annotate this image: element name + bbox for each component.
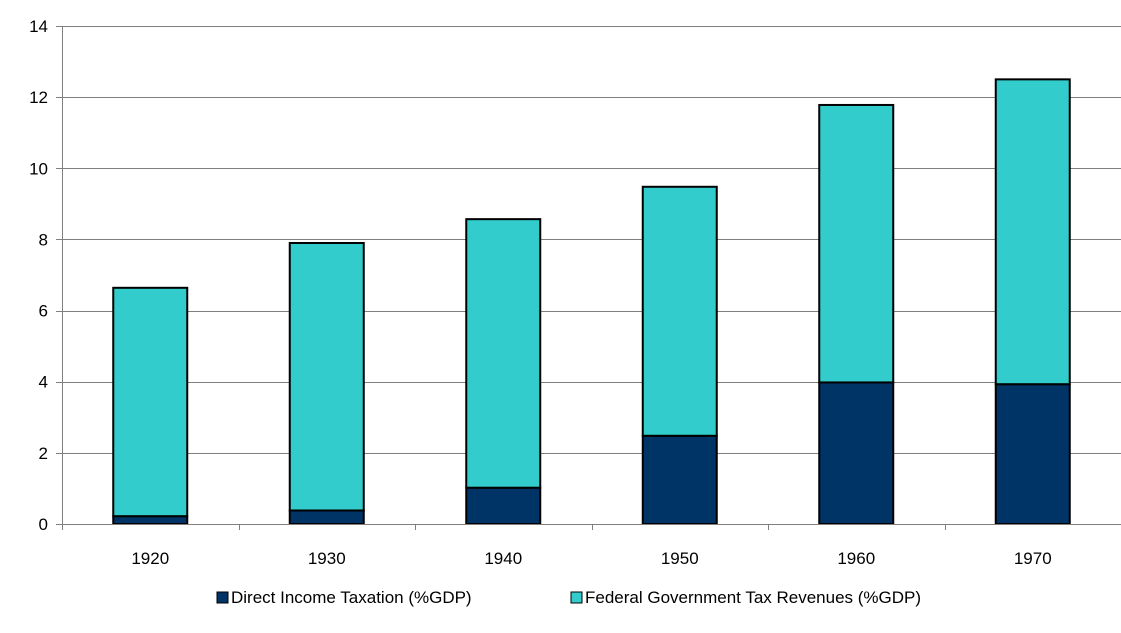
bar-federal-revenues-1970 — [994, 78, 1071, 386]
x-tick-label: 1960 — [837, 549, 875, 568]
legend: Direct Income Taxation (%GDP) Federal Go… — [216, 588, 921, 607]
axes — [56, 26, 1121, 530]
bar-direct-income-1930 — [288, 509, 365, 525]
bar-federal-revenues-1950 — [641, 185, 718, 437]
bar-direct-income-1940 — [465, 486, 542, 525]
bar-federal-revenues-1960 — [818, 103, 895, 384]
x-tick-label: 1970 — [1014, 549, 1052, 568]
x-tick-label: 1930 — [308, 549, 346, 568]
gridlines — [62, 26, 1121, 454]
x-tick-label: 1950 — [661, 549, 699, 568]
bar-direct-income-1960 — [818, 381, 895, 525]
x-tick-label: 1940 — [484, 549, 522, 568]
x-tick-label: 1920 — [131, 549, 169, 568]
legend-swatch-direct-income — [216, 591, 229, 604]
legend-label-direct-income: Direct Income Taxation (%GDP) — [231, 588, 472, 607]
bars — [112, 78, 1071, 526]
bar-direct-income-1920 — [112, 515, 189, 525]
y-tick-label: 10 — [29, 159, 48, 178]
bar-federal-revenues-1930 — [288, 241, 365, 512]
y-tick-label: 14 — [29, 17, 48, 36]
legend-swatch-federal-revenues — [570, 591, 583, 604]
y-tick-label: 4 — [39, 373, 48, 392]
y-tick-label: 6 — [39, 302, 48, 321]
bar-federal-revenues-1940 — [465, 218, 542, 489]
y-tick-label: 8 — [39, 230, 48, 249]
y-tick-label: 12 — [29, 88, 48, 107]
y-tick-label: 0 — [39, 515, 48, 534]
bar-federal-revenues-1920 — [112, 286, 189, 518]
legend-label-federal-revenues: Federal Government Tax Revenues (%GDP) — [585, 588, 921, 607]
bar-direct-income-1970 — [994, 383, 1071, 525]
tick-labels: 0 2 4 6 8 10 12 14 1920 1930 1940 1950 1960 1970 — [29, 17, 1052, 568]
y-tick-label: 2 — [39, 444, 48, 463]
bar-direct-income-1950 — [641, 434, 718, 526]
